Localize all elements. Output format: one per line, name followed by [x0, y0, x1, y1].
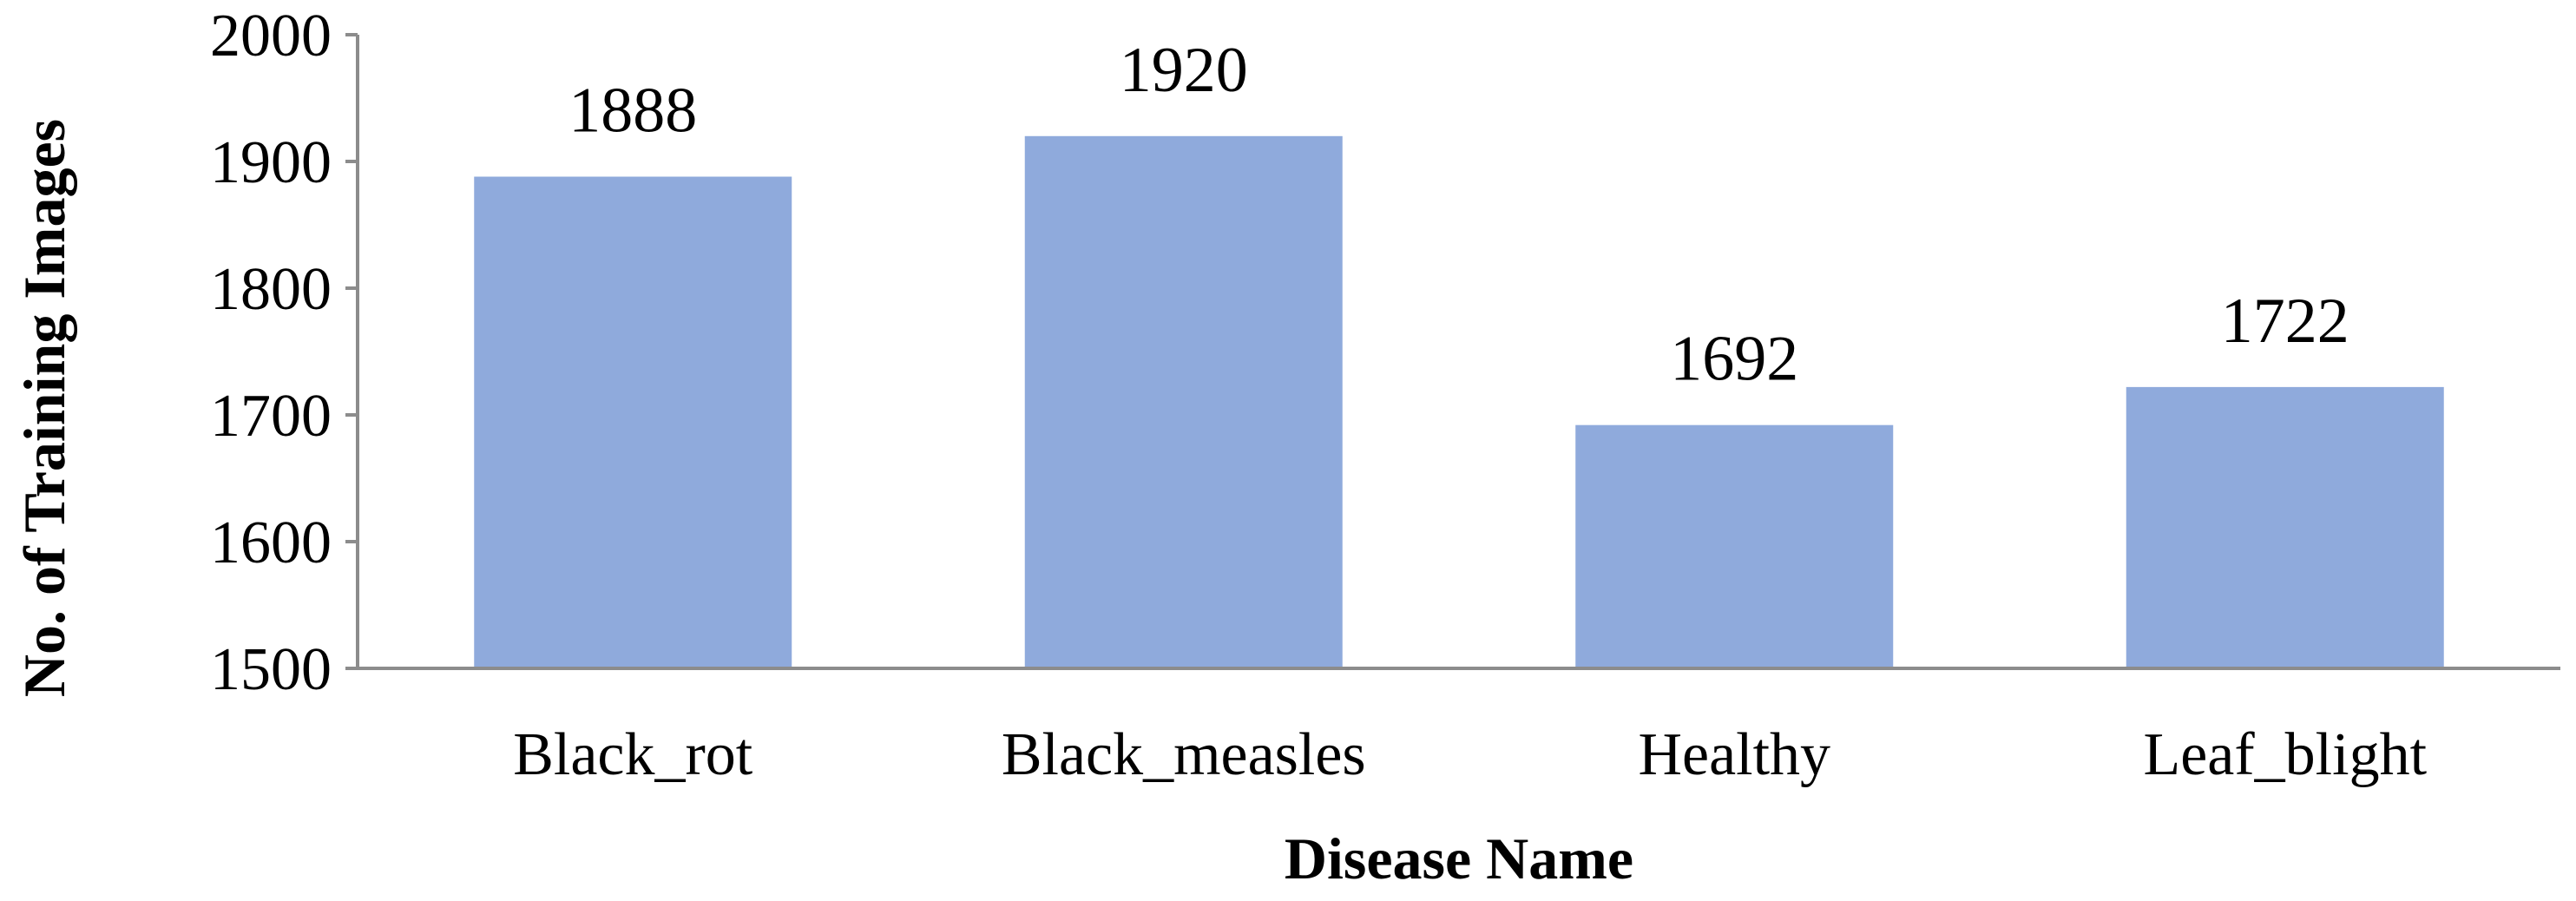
y-tick-label: 1600	[210, 510, 332, 576]
data-label: 1722	[2221, 286, 2349, 357]
x-axis-tick-labels: Black_rot Black_measles Healthy Leaf_blight	[513, 721, 2427, 788]
data-label: 1692	[1670, 324, 1798, 395]
x-tick-label: Healthy	[1638, 721, 1830, 788]
bar	[1024, 135, 1343, 669]
y-tick-label: 1700	[210, 383, 332, 450]
bar	[474, 176, 792, 668]
x-tick-label: Black_measles	[1002, 721, 1366, 788]
y-tick-label: 1800	[210, 256, 332, 323]
data-labels-group: 1888 1920 1692 1722	[568, 35, 2349, 395]
y-axis-title: No. of Training Images	[11, 119, 77, 697]
data-label: 1920	[1120, 35, 1248, 106]
bar	[2126, 386, 2444, 668]
bar	[1575, 424, 1894, 668]
x-tick-label: Leaf_blight	[2143, 721, 2427, 788]
data-label: 1888	[568, 76, 697, 147]
x-tick-label: Black_rot	[513, 721, 753, 788]
bars-group	[474, 135, 2444, 669]
y-tick-label: 1500	[210, 636, 332, 703]
x-axis-title: Disease Name	[1285, 825, 1633, 891]
y-tick-label: 1900	[210, 129, 332, 196]
y-tick-label: 2000	[210, 3, 332, 69]
y-axis-ticks: 1500 1600 1700 1800 1900 2000	[210, 3, 358, 703]
